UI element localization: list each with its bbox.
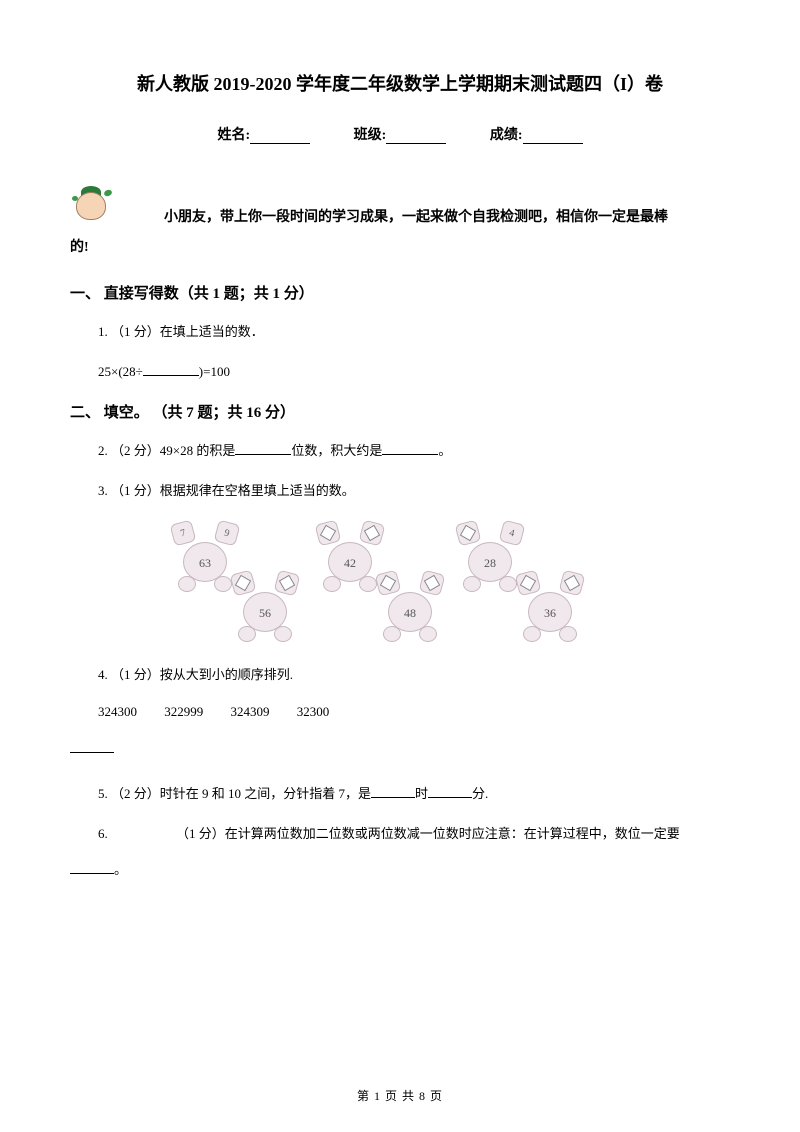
question-2: 2. （2 分）49×28 的积是 位数，积大约是 。 — [98, 440, 730, 462]
score-label: 成绩: — [490, 124, 523, 144]
q1-expr-after: )=100 — [199, 364, 230, 379]
intro-text-1: 小朋友，带上你一段时间的学习成果，一起来做个自我检测吧，相信你一定是最棒 — [164, 208, 668, 228]
name-label: 姓名: — [217, 124, 250, 144]
question-6: 6. （1 分）在计算两位数加二位数或两位数减一位数时应注意：在计算过程中，数位… — [98, 823, 730, 845]
q6-number: 6. — [98, 823, 130, 845]
intro-text-2: 的! — [70, 236, 730, 256]
footer-current-page: 1 — [374, 1089, 381, 1103]
footer-post: 页 — [426, 1089, 443, 1103]
footer-pre: 第 — [357, 1089, 374, 1103]
mascot-icon — [70, 184, 114, 228]
rabbit-figure: 36 — [515, 566, 585, 646]
footer-total-pages: 8 — [419, 1089, 426, 1103]
footer-mid: 页 共 — [381, 1089, 419, 1103]
score-blank[interactable] — [523, 130, 583, 144]
student-info-row: 姓名: 班级: 成绩: — [70, 124, 730, 144]
q2-blank-2[interactable] — [382, 443, 438, 455]
q5-a: 5. （2 分）时针在 9 和 10 之间，分针指着 7，是 — [98, 786, 371, 801]
section-1-header: 一、 直接写得数（共 1 题；共 1 分） — [70, 282, 730, 303]
q1-blank[interactable] — [143, 364, 199, 376]
q6-period: 。 — [114, 862, 127, 877]
question-4-answer — [70, 738, 730, 760]
question-1-label: 1. （1 分）在填上适当的数． — [98, 321, 730, 343]
page-footer: 第 1 页 共 8 页 — [0, 1087, 800, 1104]
question-5: 5. （2 分）时针在 9 和 10 之间，分针指着 7，是 时 分. — [98, 783, 730, 805]
q2-b: 位数，积大约是 — [291, 443, 382, 458]
q5-blank-1[interactable] — [371, 786, 415, 798]
question-6-end: 。 — [70, 859, 730, 881]
page-title: 新人教版 2019-2020 学年度二年级数学上学期期末测试题四（I）卷 — [70, 70, 730, 96]
q6-body: （1 分）在计算两位数加二位数或两位数减一位数时应注意：在计算过程中，数位一定要 — [130, 823, 730, 845]
question-4-numbers: 324300 322999 324309 32300 — [98, 704, 730, 720]
class-label: 班级: — [354, 124, 387, 144]
question-1-expression: 25×(28÷ )=100 — [98, 361, 730, 383]
intro-row: 小朋友，带上你一段时间的学习成果，一起来做个自我检测吧，相信你一定是最棒 — [70, 184, 730, 228]
q5-b: 时 — [415, 786, 428, 801]
question-4-label: 4. （1 分）按从大到小的顺序排列. — [98, 664, 730, 686]
rabbit-figure: 48 — [375, 566, 445, 646]
q5-blank-2[interactable] — [428, 786, 472, 798]
q2-c: 。 — [438, 443, 451, 458]
question-3-label: 3. （1 分）根据规律在空格里填上适当的数。 — [98, 480, 730, 502]
q2-blank-1[interactable] — [235, 443, 291, 455]
rabbit-figure: 56 — [230, 566, 300, 646]
q6-blank[interactable] — [70, 862, 114, 874]
q4-blank[interactable] — [70, 741, 114, 753]
section-2-header: 二、 填空。 （共 7 题；共 16 分） — [70, 401, 730, 422]
class-blank[interactable] — [386, 130, 446, 144]
rabbit-diagram: 796356424842836 — [170, 516, 600, 646]
q1-expr-before: 25×(28÷ — [98, 364, 143, 379]
q5-c: 分. — [472, 786, 488, 801]
q2-a: 2. （2 分）49×28 的积是 — [98, 443, 235, 458]
name-blank[interactable] — [250, 130, 310, 144]
